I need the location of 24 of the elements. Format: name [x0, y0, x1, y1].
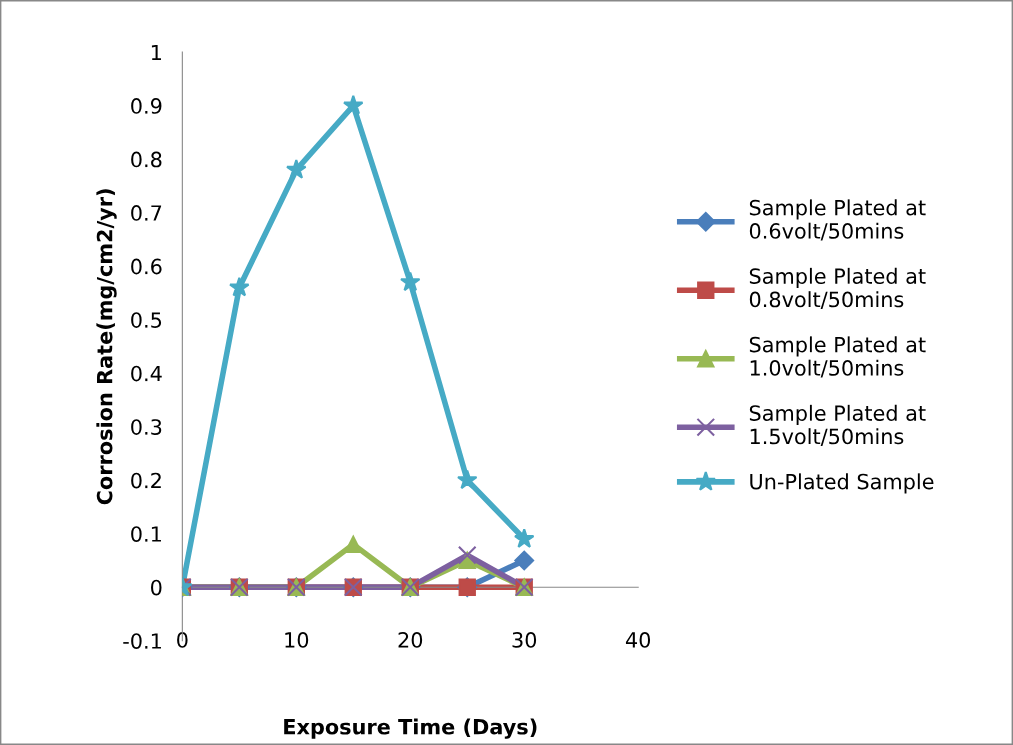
legend-label: Un-Plated Sample [750, 473, 934, 494]
y-tick-label: 0.3 [131, 419, 162, 435]
y-tick-label: 0.5 [131, 312, 162, 328]
y-tick-label: 0 [151, 579, 162, 596]
y-tick-label: 0.2 [131, 472, 161, 489]
legend-label: Sample Plated at 0.8volt/50mins [749, 267, 926, 309]
y-tick-label: 0.7 [131, 205, 162, 221]
x-tick-label: 30 [512, 632, 537, 648]
x-tick-label: 10 [285, 632, 309, 648]
y-tick-label: -0.1 [123, 633, 161, 649]
x-tick-label: 20 [398, 632, 423, 648]
y-tick-label: 0.9 [131, 98, 162, 114]
x-axis-title: Exposure Time (Days) [284, 718, 537, 739]
x-tick-label: 0 [177, 632, 188, 648]
legend-label: Sample Plated at 1.5volt/50mins [749, 404, 926, 446]
y-axis-title: Corrosion Rate(mg/cm2/yr) [96, 189, 117, 505]
legend-label: Sample Plated at 0.6volt/50mins [749, 199, 926, 241]
y-tick-label: 0.4 [131, 365, 162, 382]
y-tick-label: 0.1 [131, 526, 161, 542]
y-tick-label: 0.6 [131, 258, 162, 275]
y-tick-label: 1 [151, 44, 161, 61]
x-tick-label: 40 [625, 632, 651, 648]
legend-label: Sample Plated at 1.0volt/50mins [749, 336, 926, 378]
y-tick-label: 0.8 [131, 151, 162, 168]
